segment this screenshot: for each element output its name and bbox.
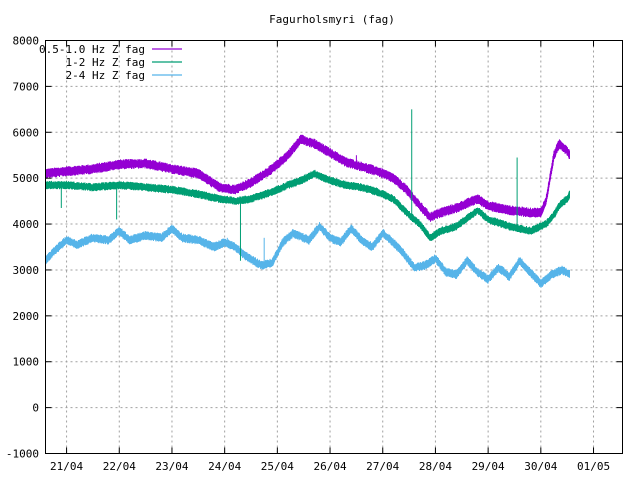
y-tick-label: 1000 — [13, 356, 40, 369]
legend-label-3: 2-4 Hz Z fag — [66, 69, 145, 82]
series-line-3 — [45, 222, 570, 288]
grid-lines — [45, 40, 623, 454]
chart-title: Fagurholsmyri (fag) — [269, 13, 395, 26]
y-tick-label: 0 — [32, 402, 39, 415]
x-tick-label: 24/04 — [208, 460, 241, 473]
y-tick-label: -1000 — [6, 448, 39, 461]
plot-frame — [45, 40, 623, 454]
x-tick-label: 22/04 — [103, 460, 136, 473]
legend-label-1: 0.5-1.0 Hz Z fag — [39, 43, 145, 56]
series-line-1 — [45, 134, 570, 222]
x-tick-label: 26/04 — [313, 460, 346, 473]
x-tick-label: 25/04 — [261, 460, 294, 473]
y-tick-label: 5000 — [13, 172, 40, 185]
y-tick-label: 8000 — [13, 35, 40, 48]
axis-ticks: -1000 0 1000 2000 3000 4000 5000 6000 7000 8000 21… — [6, 35, 623, 473]
data-series — [45, 109, 570, 288]
y-tick-label: 4000 — [13, 218, 40, 231]
x-tick-label: 28/04 — [419, 460, 452, 473]
x-tick-label: 21/04 — [50, 460, 83, 473]
y-tick-label: 7000 — [13, 80, 40, 93]
series-line-2 — [45, 169, 570, 241]
y-tick-label: 2000 — [13, 310, 40, 323]
x-tick-label: 29/04 — [472, 460, 505, 473]
legend-label-2: 1-2 Hz Z fag — [66, 56, 145, 69]
x-tick-label: 01/05 — [577, 460, 610, 473]
x-tick-label: 23/04 — [155, 460, 188, 473]
y-tick-label: 3000 — [13, 264, 40, 277]
x-tick-label: 30/04 — [524, 460, 557, 473]
y-tick-label: 6000 — [13, 126, 40, 139]
x-tick-label: 27/04 — [366, 460, 399, 473]
